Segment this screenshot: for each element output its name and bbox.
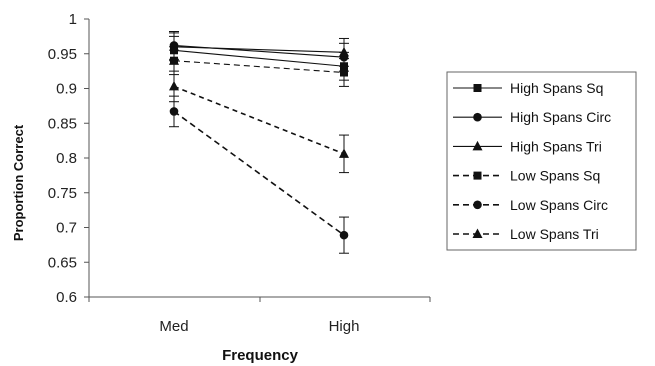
legend-item: Low Spans Circ [453,197,608,213]
legend-item: High Spans Tri [453,138,602,154]
series-line [173,60,345,74]
legend-marker [473,200,482,210]
legend-label: Low Spans Sq [510,168,600,184]
y-tick-label: 0.85 [48,115,77,132]
y-axis-title: Proportion Correct [11,124,26,241]
x-tick-label: Med [159,318,188,335]
legend-box [446,71,637,251]
legend-marker [473,171,482,180]
y-tick-label: 0.65 [48,254,77,271]
y-tick-label: 0.6 [56,289,77,306]
series-0 [169,35,349,81]
series-line [173,110,345,236]
legend-label: High Spans Sq [510,80,603,96]
legend-marker [472,228,483,238]
legend-label: Low Spans Tri [510,226,599,242]
series-2 [169,32,349,67]
legend-item: Low Spans Sq [453,168,600,184]
data-point [339,148,349,158]
y-tick-label: 1 [69,11,77,28]
legend: High Spans Sq High Spans Circ High Spans T… [446,71,637,251]
y-tick-label: 0.7 [56,220,77,237]
legend-label: High Spans Circ [510,109,611,125]
series-5 [169,70,349,174]
data-point [339,230,349,240]
data-point [169,107,179,116]
legend-marker [473,112,482,122]
data-point [169,41,179,51]
legend-item: Low Spans Tri [453,226,599,242]
y-tick-label: 0.8 [56,150,77,167]
legend-item: High Spans Circ [453,109,611,125]
series-3 [169,46,349,87]
x-axis-title: Frequency [222,347,299,364]
y-tick-label: 0.95 [48,46,77,63]
y-tick-label: 0.9 [56,81,77,98]
series-layer [169,31,349,254]
x-tick-label: High [329,318,360,335]
legend-label: High Spans Tri [510,138,602,154]
data-point [169,80,179,91]
legend-label: Low Spans Circ [510,197,608,213]
legend-marker [472,140,483,151]
data-point [339,46,349,57]
series-line [173,49,345,67]
series-line [173,85,345,155]
legend-marker [473,84,482,92]
legend-item: High Spans Sq [453,80,603,96]
y-tick-label: 0.75 [48,185,77,202]
data-point [340,68,348,77]
series-line [173,46,345,53]
data-point [170,56,178,65]
axes: 0.6 0.65 0.7 0.75 0.8 0.85 0.9 0.95 1 Med High [48,11,431,335]
